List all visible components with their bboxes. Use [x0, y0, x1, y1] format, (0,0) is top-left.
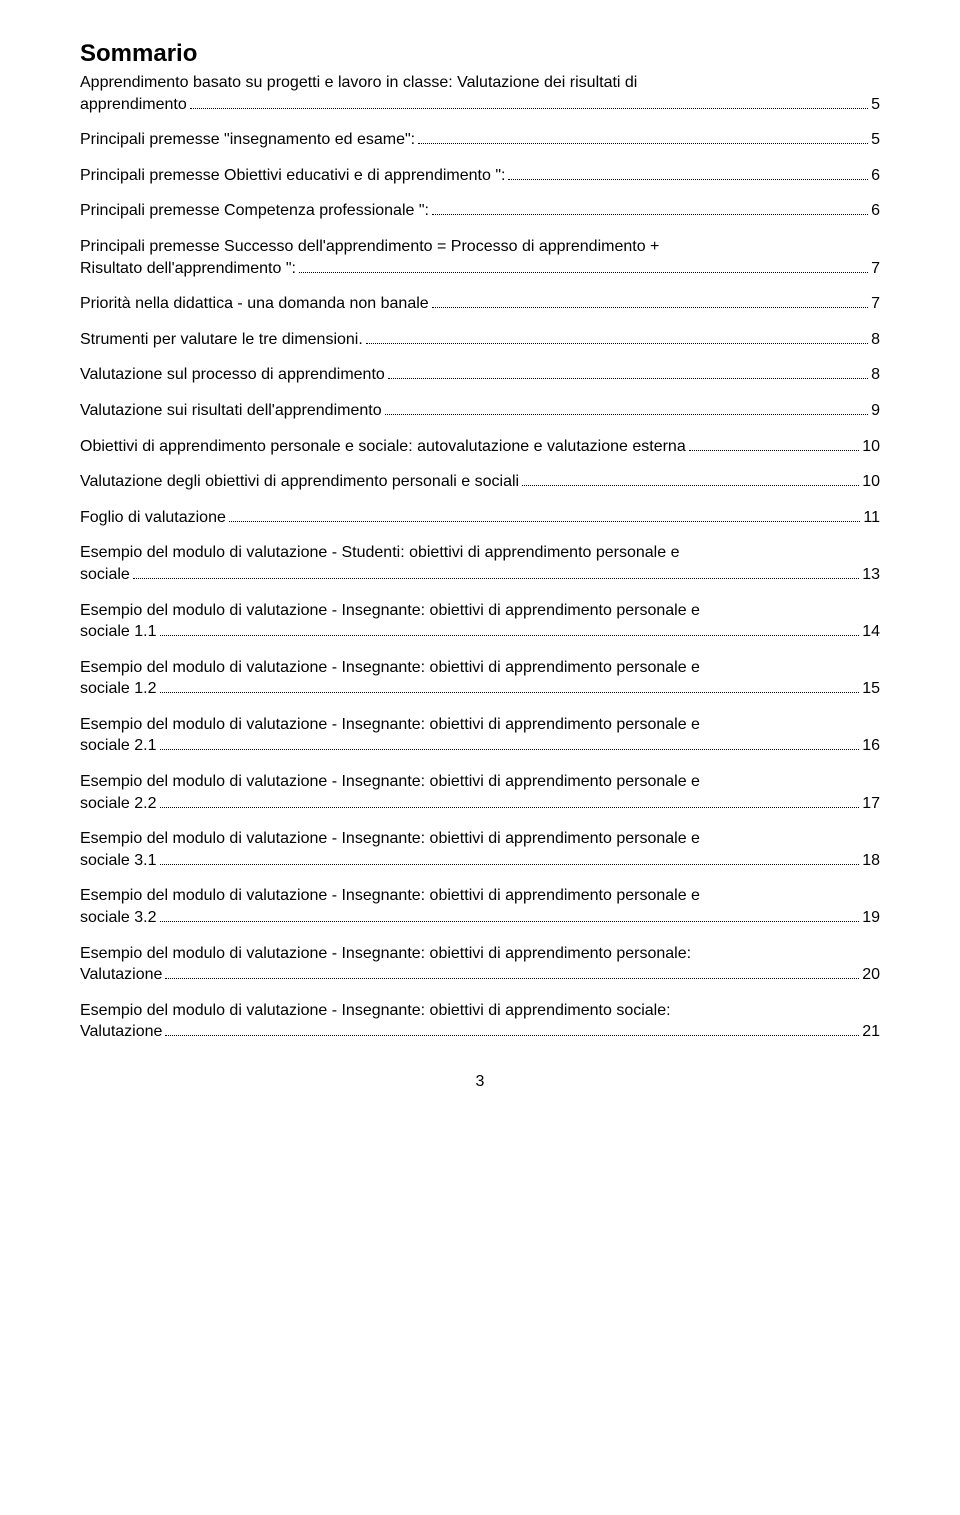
- toc-leader-dots: [418, 130, 868, 144]
- toc-entry[interactable]: Esempio del modulo di valutazione - Inse…: [80, 885, 880, 928]
- toc-entry[interactable]: Obiettivi di apprendimento personale e s…: [80, 436, 880, 458]
- table-of-contents: Apprendimento basato su progetti e lavor…: [80, 72, 880, 1043]
- toc-entry-text: Valutazione degli obiettivi di apprendim…: [80, 471, 519, 493]
- toc-leader-dots: [299, 258, 868, 272]
- toc-entry-page: 6: [871, 200, 880, 222]
- toc-entry-text: Esempio del modulo di valutazione - Stud…: [80, 542, 880, 564]
- toc-entry-text: sociale 1.2: [80, 678, 157, 700]
- toc-entry-text: Esempio del modulo di valutazione - Inse…: [80, 885, 880, 907]
- toc-entry-page: 5: [871, 94, 880, 116]
- toc-entry[interactable]: Apprendimento basato su progetti e lavor…: [80, 72, 880, 115]
- toc-entry-text: Valutazione sul processo di apprendiment…: [80, 364, 385, 386]
- toc-entry-text: Principali premesse Successo dell'appren…: [80, 236, 880, 258]
- toc-entry-text: apprendimento: [80, 94, 187, 116]
- toc-entry-page: 21: [862, 1021, 880, 1043]
- toc-entry-text: Esempio del modulo di valutazione - Inse…: [80, 714, 880, 736]
- toc-entry-page: 13: [862, 564, 880, 586]
- toc-entry-page: 18: [862, 850, 880, 872]
- toc-entry-page: 10: [862, 471, 880, 493]
- toc-entry-page: 17: [862, 793, 880, 815]
- toc-entry[interactable]: Esempio del modulo di valutazione - Inse…: [80, 771, 880, 814]
- toc-entry[interactable]: Priorità nella didattica - una domanda n…: [80, 293, 880, 315]
- toc-entry[interactable]: Valutazione sul processo di apprendiment…: [80, 364, 880, 386]
- toc-entry-text: sociale 2.1: [80, 735, 157, 757]
- toc-entry-text: Apprendimento basato su progetti e lavor…: [80, 72, 880, 94]
- toc-entry-text: Strumenti per valutare le tre dimensioni…: [80, 329, 363, 351]
- toc-entry-text: Risultato dell'apprendimento ":: [80, 258, 296, 280]
- toc-leader-dots: [133, 565, 859, 579]
- toc-entry-text: sociale: [80, 564, 130, 586]
- toc-entry-page: 16: [862, 735, 880, 757]
- toc-entry[interactable]: Esempio del modulo di valutazione - Inse…: [80, 943, 880, 986]
- toc-entry-page: 11: [863, 507, 880, 529]
- toc-entry[interactable]: Esempio del modulo di valutazione - Stud…: [80, 542, 880, 585]
- toc-leader-dots: [388, 365, 868, 379]
- toc-entry[interactable]: Valutazione sui risultati dell'apprendim…: [80, 400, 880, 422]
- toc-entry[interactable]: Principali premesse Obiettivi educativi …: [80, 165, 880, 187]
- toc-leader-dots: [229, 507, 861, 521]
- toc-entry-text: sociale 2.2: [80, 793, 157, 815]
- toc-entry-page: 8: [871, 364, 880, 386]
- toc-entry-text: Foglio di valutazione: [80, 507, 226, 529]
- toc-entry-text: Valutazione: [80, 964, 162, 986]
- toc-entry-text: Esempio del modulo di valutazione - Inse…: [80, 1000, 880, 1022]
- toc-leader-dots: [432, 201, 868, 215]
- toc-entry-page: 20: [862, 964, 880, 986]
- toc-entry-page: 5: [871, 129, 880, 151]
- toc-leader-dots: [160, 679, 860, 693]
- toc-leader-dots: [160, 850, 860, 864]
- toc-entry-text: Esempio del modulo di valutazione - Inse…: [80, 828, 880, 850]
- toc-leader-dots: [432, 294, 868, 308]
- page-number: 3: [80, 1073, 880, 1091]
- toc-entry[interactable]: Principali premesse Successo dell'appren…: [80, 236, 880, 279]
- toc-entry[interactable]: Foglio di valutazione 11: [80, 507, 880, 529]
- toc-entry-text: Priorità nella didattica - una domanda n…: [80, 293, 429, 315]
- toc-entry-text: Esempio del modulo di valutazione - Inse…: [80, 657, 880, 679]
- toc-entry-text: Esempio del modulo di valutazione - Inse…: [80, 943, 880, 965]
- toc-entry-page: 9: [871, 400, 880, 422]
- toc-entry-page: 10: [862, 436, 880, 458]
- toc-entry[interactable]: Esempio del modulo di valutazione - Inse…: [80, 657, 880, 700]
- toc-entry-text: Obiettivi di apprendimento personale e s…: [80, 436, 686, 458]
- toc-entry-text: Esempio del modulo di valutazione - Inse…: [80, 771, 880, 793]
- toc-entry-page: 7: [871, 293, 880, 315]
- toc-entry-text: Principali premesse "insegnamento ed esa…: [80, 129, 415, 151]
- toc-entry-page: 14: [862, 621, 880, 643]
- toc-leader-dots: [160, 908, 860, 922]
- toc-entry[interactable]: Principali premesse "insegnamento ed esa…: [80, 129, 880, 151]
- toc-entry[interactable]: Strumenti per valutare le tre dimensioni…: [80, 329, 880, 351]
- toc-entry-page: 6: [871, 165, 880, 187]
- toc-entry[interactable]: Esempio del modulo di valutazione - Inse…: [80, 1000, 880, 1043]
- toc-entry-text: sociale 3.2: [80, 907, 157, 929]
- toc-leader-dots: [160, 736, 860, 750]
- toc-entry-page: 8: [871, 329, 880, 351]
- toc-entry-text: Valutazione: [80, 1021, 162, 1043]
- toc-leader-dots: [165, 1022, 859, 1036]
- toc-entry-text: Principali premesse Competenza professio…: [80, 200, 429, 222]
- toc-leader-dots: [160, 622, 860, 636]
- toc-entry-page: 7: [871, 258, 880, 280]
- toc-entry[interactable]: Esempio del modulo di valutazione - Inse…: [80, 828, 880, 871]
- toc-leader-dots: [160, 793, 860, 807]
- toc-entry-text: sociale 1.1: [80, 621, 157, 643]
- toc-leader-dots: [385, 401, 868, 415]
- toc-entry[interactable]: Valutazione degli obiettivi di apprendim…: [80, 471, 880, 493]
- toc-entry-text: sociale 3.1: [80, 850, 157, 872]
- toc-leader-dots: [689, 436, 859, 450]
- document-title: Sommario: [80, 40, 880, 68]
- toc-leader-dots: [165, 965, 859, 979]
- toc-entry-text: Esempio del modulo di valutazione - Inse…: [80, 600, 880, 622]
- toc-entry[interactable]: Esempio del modulo di valutazione - Inse…: [80, 600, 880, 643]
- toc-entry-page: 19: [862, 907, 880, 929]
- toc-leader-dots: [366, 329, 868, 343]
- toc-entry[interactable]: Esempio del modulo di valutazione - Inse…: [80, 714, 880, 757]
- toc-leader-dots: [190, 94, 868, 108]
- toc-leader-dots: [522, 472, 859, 486]
- toc-entry-text: Principali premesse Obiettivi educativi …: [80, 165, 505, 187]
- toc-entry[interactable]: Principali premesse Competenza professio…: [80, 200, 880, 222]
- toc-leader-dots: [508, 165, 868, 179]
- toc-entry-text: Valutazione sui risultati dell'apprendim…: [80, 400, 382, 422]
- toc-entry-page: 15: [862, 678, 880, 700]
